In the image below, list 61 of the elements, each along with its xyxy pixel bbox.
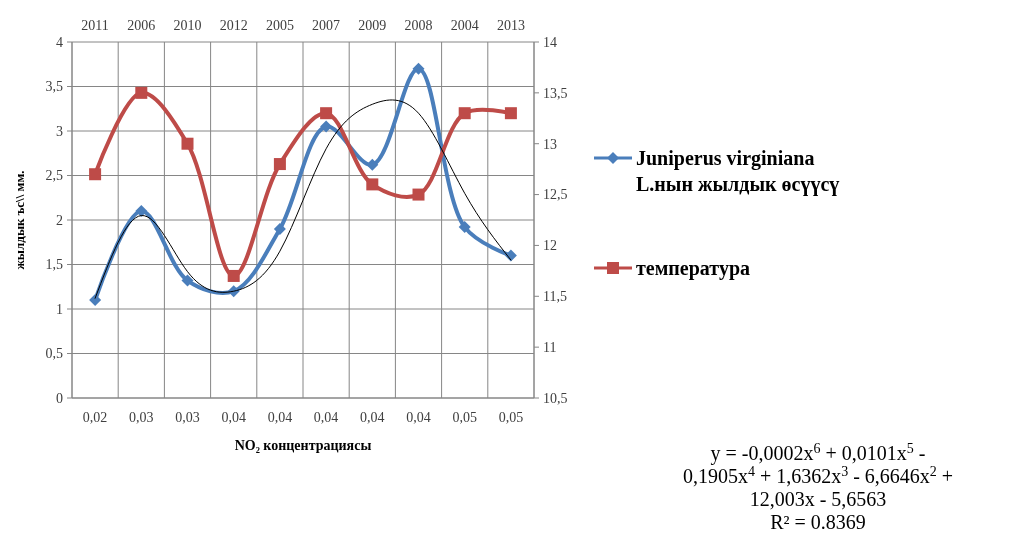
- text: 2011: [81, 18, 109, 33]
- point: [89, 168, 102, 181]
- text: 2008: [404, 18, 433, 33]
- x-axis-title: NO₂ концентрациясы: [234, 438, 372, 453]
- text: 2007: [312, 18, 341, 33]
- y-tick-label: 0,5: [45, 346, 63, 362]
- text: 2006: [127, 18, 156, 33]
- text: 2010: [173, 18, 202, 33]
- y-tick-label: 1: [56, 301, 63, 317]
- x-tick-label: 0,05: [498, 410, 524, 425]
- text: 2004: [450, 18, 479, 33]
- point: [458, 221, 471, 234]
- y-tick-label: 1,5: [45, 257, 63, 273]
- point: [366, 178, 379, 191]
- point: [412, 188, 425, 201]
- x-tick-label: 0,04: [406, 410, 431, 425]
- point: [135, 205, 148, 218]
- y-tick-label: 4: [56, 34, 63, 50]
- point: [504, 107, 517, 120]
- y2-tick-label: 14: [543, 34, 557, 50]
- point: [458, 107, 471, 120]
- point: [273, 222, 286, 235]
- x-tick-label: 0,03: [175, 410, 200, 425]
- y2-tick-label: 10,5: [543, 390, 568, 406]
- point: [320, 107, 333, 120]
- x-tick-label: 0,05: [452, 410, 477, 425]
- y-axis-title: жылдык ъс\\ мм.: [12, 170, 27, 270]
- text: 2009: [358, 18, 387, 33]
- y2-tick-label: 12: [543, 238, 557, 254]
- y2-tick-label: 12,5: [543, 187, 568, 203]
- legend-label: температура: [636, 257, 751, 280]
- x-tick-label: 0,03: [129, 410, 154, 425]
- x-tick-label: 0,04: [313, 410, 339, 425]
- text: R² = 0.8369: [770, 511, 866, 533]
- x-tick-label: 0,04: [221, 410, 246, 425]
- text: 2012: [219, 18, 248, 33]
- point: [227, 269, 240, 282]
- y-tick-label: 0: [56, 390, 63, 406]
- point: [366, 158, 379, 171]
- y-tick-label: 3: [56, 123, 63, 139]
- y-tick-label: 3,5: [45, 79, 63, 95]
- point: [135, 86, 148, 99]
- text: y = -0,0002x$^{6}$ + 0,0101x$^{5}$ - 0,1905x$^{4}$ + 1,6362x$^{3}$ - 6,6646x$^{2}$ + 12,003x - 5,6563: [682, 440, 954, 510]
- y2-tick-label: 13: [543, 136, 557, 152]
- x-tick-label: 0,04: [267, 410, 293, 425]
- x-tick-label: 0,02: [82, 410, 108, 425]
- point: [273, 158, 286, 171]
- point: [181, 137, 194, 150]
- point: [412, 62, 425, 75]
- point: [181, 274, 194, 287]
- text: 2013: [496, 18, 525, 33]
- point: [89, 294, 102, 307]
- legend-label: Juniperus virginiana L.нын жылдык өсүүсү: [636, 147, 840, 196]
- y2-tick-label: 11: [543, 340, 557, 356]
- y2-tick-label: 11,5: [543, 289, 567, 305]
- y-tick-label: 2,5: [45, 168, 63, 184]
- text: 2005: [265, 18, 294, 33]
- y-tick-label: 2: [56, 212, 63, 228]
- y2-tick-label: 13,5: [543, 85, 568, 101]
- point: [320, 120, 333, 133]
- x-tick-label: 0,04: [360, 410, 385, 425]
